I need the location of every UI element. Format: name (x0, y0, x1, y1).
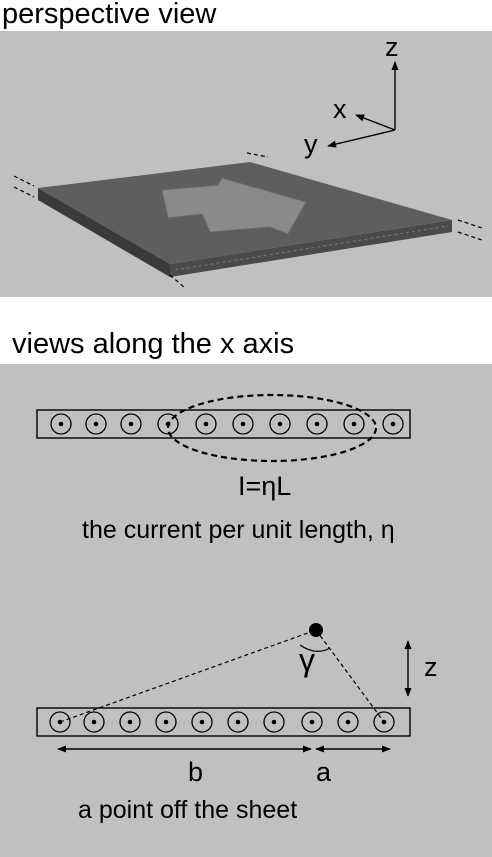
current-out-of-page-symbol (191, 711, 213, 733)
field-point (309, 623, 323, 637)
current-out-of-page-symbol (306, 413, 328, 435)
z-distance-label: z (424, 652, 438, 682)
a-distance-label: a (316, 757, 332, 787)
x-axis-views-panel (0, 364, 492, 857)
current-out-of-page-symbol (337, 711, 359, 733)
current-out-of-page-symbol (227, 711, 249, 733)
current-wire-row-2 (49, 711, 395, 733)
current-out-of-page-symbol (50, 413, 72, 435)
sheet-right-edge (170, 220, 452, 277)
current-out-of-page-symbol (382, 413, 404, 435)
enclosed-current-label: I=ηL (238, 471, 291, 501)
y-axis-label: y (304, 129, 318, 159)
b-distance-label: b (188, 757, 203, 787)
sheet-continuation-dashes (13, 152, 483, 289)
current-out-of-page-symbol (85, 413, 107, 435)
y-axis-line (327, 129, 396, 148)
current-out-of-page-symbol (83, 711, 105, 733)
current-out-of-page-symbol (301, 711, 323, 733)
angle-gamma-label: γ (299, 642, 315, 678)
sheet-cross-section-2 (36, 707, 411, 737)
angle-arc (299, 644, 331, 652)
x-axis-views-heading: views along the x axis (12, 328, 295, 360)
current-out-of-page-symbol (119, 711, 141, 733)
current-out-of-page-symbol (195, 413, 217, 435)
current-loop-boundary (166, 393, 378, 463)
x-axis-line (355, 114, 396, 131)
point-off-sheet-caption: a point off the sheet (78, 796, 297, 824)
z-axis-label: z (385, 32, 399, 62)
sheet-front-edge (38, 188, 170, 277)
current-wire-row-1 (50, 413, 404, 435)
perspective-sheet (38, 162, 452, 277)
current-direction-arrow (161, 177, 307, 235)
current-per-length-caption: the current per unit length, η (82, 516, 395, 544)
sight-lines (59, 629, 385, 723)
current-out-of-page-symbol (269, 413, 291, 435)
current-out-of-page-symbol (155, 711, 177, 733)
current-out-of-page-symbol (120, 413, 142, 435)
x-axis-label: x (333, 94, 347, 124)
current-out-of-page-symbol (343, 413, 365, 435)
sheet-hidden-edge (174, 225, 449, 271)
axis-triad (327, 61, 399, 148)
sheet-cross-section (36, 409, 411, 439)
current-out-of-page-symbol (232, 413, 254, 435)
current-out-of-page-symbol (263, 711, 285, 733)
perspective-view-heading: perspective view (2, 0, 217, 30)
